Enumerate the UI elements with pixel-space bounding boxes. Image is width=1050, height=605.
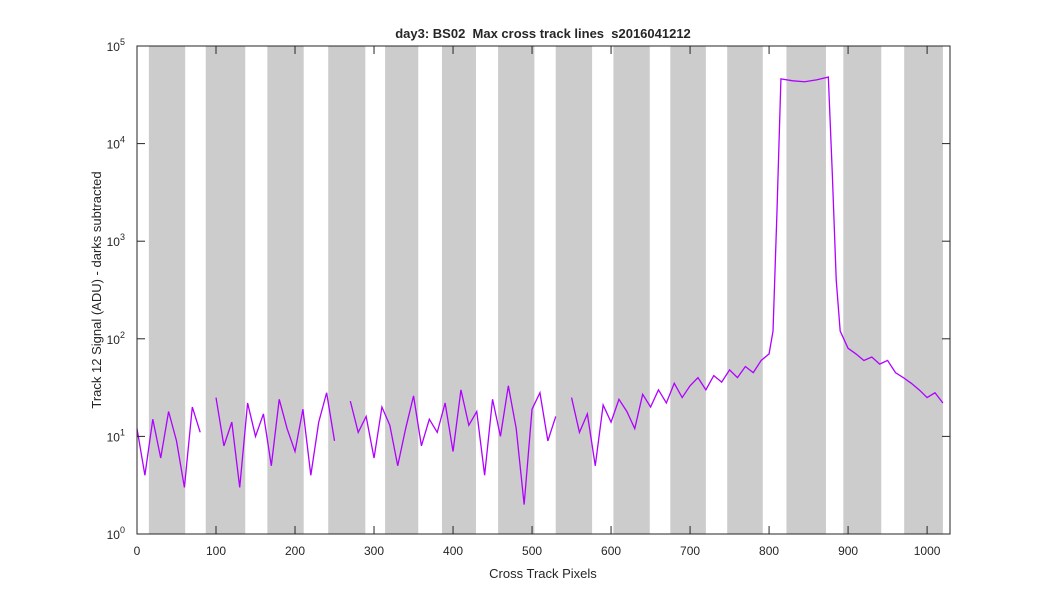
x-tick-label: 600	[601, 544, 621, 558]
x-tick-label: 800	[759, 544, 779, 558]
shaded-region	[904, 46, 943, 534]
shaded-region	[498, 46, 535, 534]
x-tick-label: 200	[285, 544, 305, 558]
y-tick-label: 104	[107, 135, 125, 152]
y-tick-base: 10	[107, 430, 121, 444]
y-tick-label: 105	[107, 37, 125, 54]
y-tick-exponent: 1	[120, 427, 125, 437]
data-line	[136, 76, 944, 505]
x-tick-label: 100	[206, 544, 226, 558]
shaded-region	[670, 46, 706, 534]
shaded-region	[555, 46, 593, 534]
y-tick-base: 10	[107, 40, 121, 54]
axes-box	[136, 45, 951, 535]
y-tick-exponent: 4	[120, 135, 125, 145]
x-tick-label: 500	[522, 544, 542, 558]
chart-title: day3: BS02 Max cross track lines s201604…	[395, 26, 691, 41]
x-tick-label: 300	[364, 544, 384, 558]
shaded-region	[385, 46, 419, 534]
shaded-region	[786, 46, 826, 534]
x-tick-label: 900	[838, 544, 858, 558]
y-tick-base: 10	[107, 528, 121, 542]
y-tick-exponent: 5	[120, 37, 125, 47]
y-tick-base: 10	[107, 235, 121, 249]
y-tick-exponent: 3	[120, 232, 125, 242]
shaded-region	[441, 46, 476, 534]
shaded-region	[843, 46, 882, 534]
shaded-region	[727, 46, 763, 534]
y-tick-exponent: 2	[120, 330, 125, 340]
shaded-region	[328, 46, 366, 534]
shaded-region	[267, 46, 304, 534]
x-tick-label: 700	[680, 544, 700, 558]
y-tick-base: 10	[107, 333, 121, 347]
y-tick-label: 101	[107, 427, 125, 444]
x-tick-label: 1000	[914, 544, 941, 558]
y-tick-label: 103	[107, 232, 125, 249]
x-tick-label: 0	[134, 544, 141, 558]
x-tick-label: 400	[443, 544, 463, 558]
shaded-region	[613, 46, 650, 534]
y-tick-label: 102	[107, 330, 125, 347]
y-tick-base: 10	[107, 138, 121, 152]
shaded-region	[205, 46, 246, 534]
y-axis-label: Track 12 Signal (ADU) - darks subtracted	[89, 171, 104, 408]
y-tick-label: 100	[107, 525, 125, 542]
x-axis-label: Cross Track Pixels	[489, 566, 597, 581]
y-tick-exponent: 0	[120, 525, 125, 535]
